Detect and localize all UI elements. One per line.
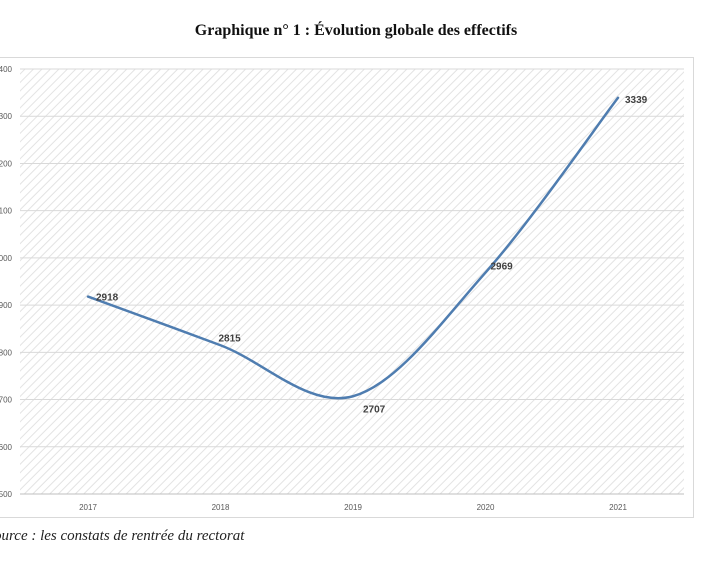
data-labels: 2918 2815 2707 2969 3339 <box>96 95 648 415</box>
x-tick-label: 2018 <box>212 503 230 512</box>
y-tick-label: 100 <box>0 207 13 216</box>
data-label: 2815 <box>219 333 242 344</box>
series-line <box>86 96 620 400</box>
chart-title: Graphique n° 1 : Évolution globale des e… <box>194 22 518 39</box>
plot-area <box>20 69 684 494</box>
source-note: ource : les constats de rentrée du recto… <box>0 528 245 544</box>
y-tick-label: 000 <box>0 254 13 263</box>
y-axis-ticks: 400 300 200 100 000 900 800 700 600 500 <box>0 65 13 499</box>
y-tick-label: 300 <box>0 112 13 121</box>
y-tick-label: 800 <box>0 348 13 357</box>
data-label: 2969 <box>491 262 514 273</box>
x-tick-label: 2020 <box>477 503 495 512</box>
data-label: 2707 <box>363 404 386 415</box>
y-tick-label: 900 <box>0 301 13 310</box>
x-axis-ticks: 2017 2018 2019 2020 2021 <box>20 493 684 512</box>
x-tick-label: 2017 <box>79 503 97 512</box>
data-label: 2918 <box>96 293 119 304</box>
y-tick-label: 400 <box>0 65 13 74</box>
gridlines <box>20 68 684 495</box>
data-label: 3339 <box>625 95 648 106</box>
y-tick-label: 600 <box>0 443 13 452</box>
y-tick-label: 500 <box>0 490 13 499</box>
y-tick-label: 700 <box>0 396 13 405</box>
x-tick-label: 2021 <box>609 503 627 512</box>
x-tick-label: 2019 <box>344 503 362 512</box>
y-tick-label: 200 <box>0 159 13 168</box>
